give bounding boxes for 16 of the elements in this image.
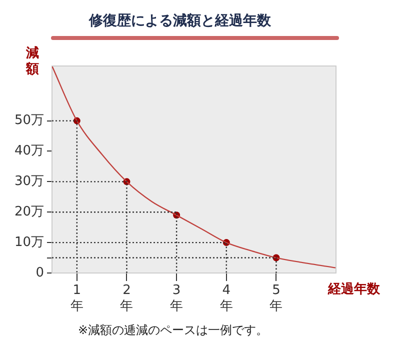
x-tick-label: 3 年 bbox=[170, 283, 184, 314]
x-tick-label: 1 年 bbox=[70, 283, 84, 314]
y-tick-label: 20万 bbox=[14, 204, 44, 220]
chart-title: 修復歴による減額と経過年数 bbox=[88, 12, 272, 30]
y-tick-label: 50万 bbox=[14, 113, 44, 128]
text: ※減額の逓減のペースは一例です。 bbox=[78, 322, 268, 339]
y-tick-label: 10万 bbox=[14, 234, 44, 250]
x-tick-label: 4 年 bbox=[220, 283, 233, 314]
y-tick-label: 0 bbox=[36, 265, 44, 280]
x-tick-label: 2 年 bbox=[120, 283, 134, 314]
line-series bbox=[52, 66, 336, 268]
x-tick-label: 5 年 bbox=[270, 283, 283, 314]
y-tick-label: 40万 bbox=[14, 144, 44, 159]
x-axis-title: 経過年数 bbox=[328, 281, 380, 298]
y-axis-title: 減額 bbox=[26, 46, 40, 78]
y-tick-label: 30万 bbox=[14, 174, 44, 190]
